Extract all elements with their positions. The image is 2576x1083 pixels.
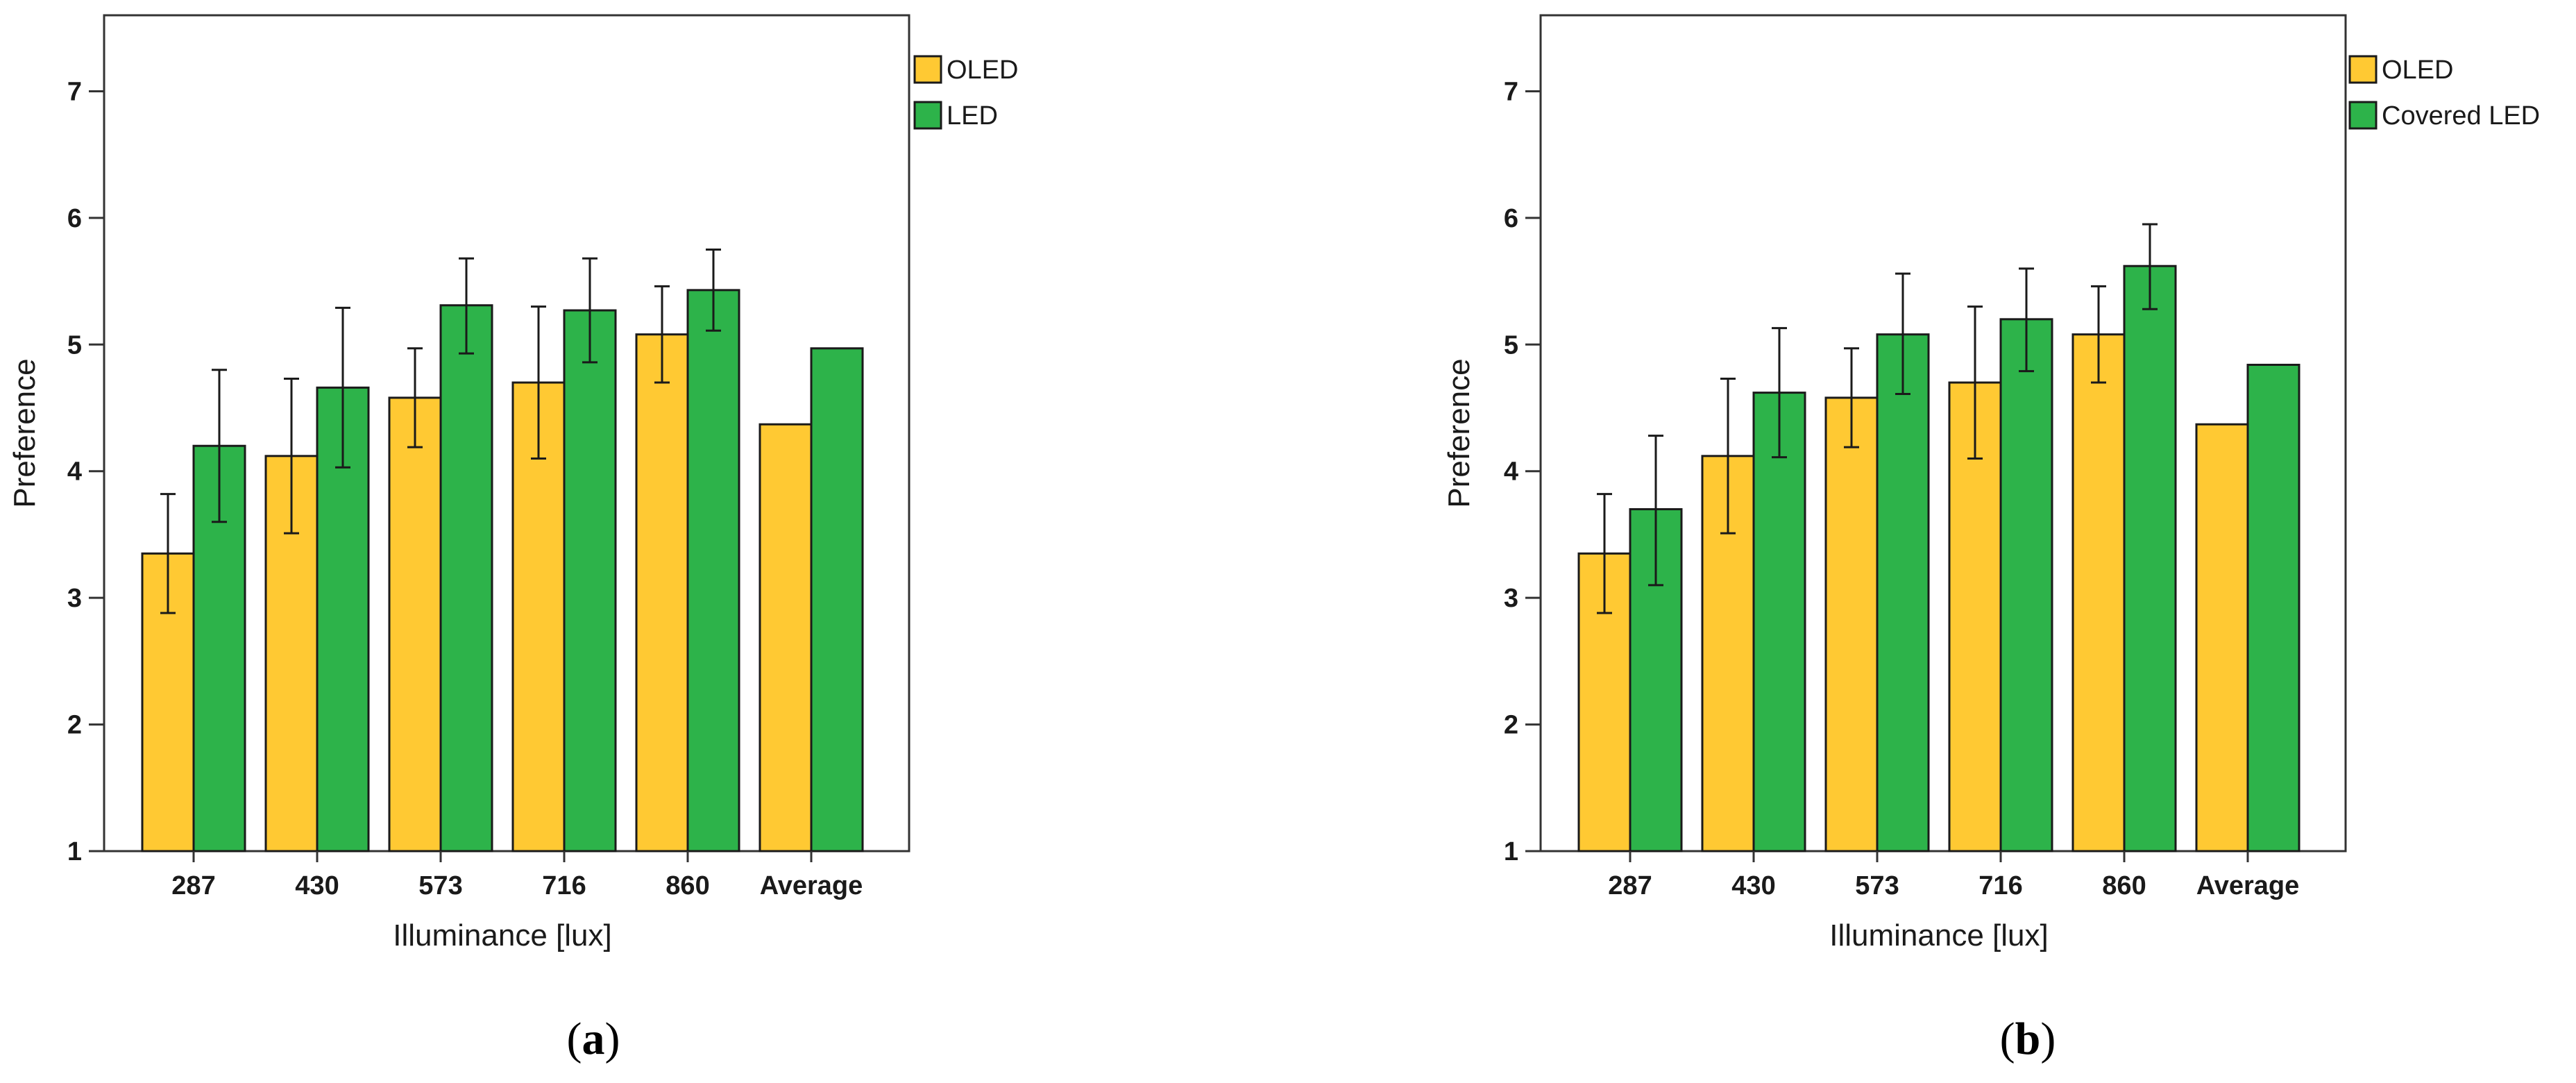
- error-bar: [2091, 285, 2106, 384]
- legend-label: OLED: [947, 56, 1018, 85]
- x-tick-label: 573: [418, 871, 462, 900]
- y-axis-title: Preference: [1442, 358, 1476, 507]
- bar-oled-860: [2071, 333, 2126, 853]
- y-tick-label: 3: [1504, 584, 1518, 613]
- y-tick-label: 6: [67, 204, 82, 233]
- x-tick-label: 287: [171, 871, 215, 900]
- error-bar: [160, 493, 176, 614]
- legend-swatch-led: [913, 101, 942, 130]
- bar-led-average: [810, 347, 864, 853]
- x-tick-label: 860: [666, 871, 709, 900]
- error-bar: [1648, 435, 1663, 587]
- panel-caption: (b): [2000, 1014, 2056, 1064]
- legend-swatch-oled: [2348, 55, 2378, 84]
- error-bar: [284, 378, 299, 535]
- y-tick-label: 3: [67, 584, 82, 613]
- legend-swatch-oled: [913, 55, 942, 84]
- legend-label: Covered LED: [2382, 101, 2540, 131]
- error-bar: [1844, 347, 1859, 448]
- bar-led-860: [686, 289, 740, 853]
- y-tick-label: 4: [1504, 457, 1518, 487]
- bar-oled-716: [1948, 381, 2002, 853]
- bar-oled-716: [511, 381, 566, 853]
- legend-swatch-covered-led: [2348, 101, 2378, 130]
- x-axis-title: Illuminance [lux]: [393, 918, 611, 952]
- bar-covered-led-average: [2246, 363, 2300, 853]
- x-tick-label: 716: [1978, 871, 2022, 900]
- y-tick-label: 6: [1504, 204, 1518, 233]
- x-tick-label: 860: [2102, 871, 2146, 900]
- x-tick-label: 573: [1855, 871, 1899, 900]
- x-tick-label: Average: [760, 871, 863, 900]
- error-bar: [2142, 223, 2158, 310]
- bar-oled-average: [2195, 423, 2249, 853]
- bar-led-716: [563, 309, 617, 853]
- y-tick-label: 4: [67, 457, 82, 487]
- error-bar: [1772, 327, 1787, 459]
- legend-label: LED: [947, 101, 998, 131]
- legend-label: OLED: [2382, 56, 2453, 85]
- error-bar: [1720, 378, 1736, 535]
- x-tick-label: 287: [1608, 871, 1652, 900]
- y-tick-label: 7: [67, 77, 82, 106]
- legend: OLED LED: [913, 55, 1018, 131]
- panel-b: 1 2 3 4 5 6 7 287 430 573 716 860 Average Preference I…: [1442, 14, 2540, 1064]
- bar-oled-573: [1824, 396, 1879, 853]
- bar-led-287: [192, 444, 246, 853]
- bar-led-573: [439, 304, 493, 853]
- bar-covered-led-573: [1876, 333, 1930, 853]
- error-bar: [459, 257, 474, 355]
- error-bar: [1967, 305, 1983, 460]
- error-bar: [531, 305, 546, 460]
- panel-caption-letter: b: [2015, 1014, 2041, 1064]
- bar-covered-led-860: [2123, 265, 2177, 853]
- x-tick-label: 430: [1731, 871, 1775, 900]
- y-tick-label: 1: [1504, 837, 1518, 866]
- error-bar: [335, 306, 350, 469]
- x-tick-label: 716: [542, 871, 586, 900]
- panel-caption: (a): [567, 1014, 620, 1064]
- y-tick-label: 5: [1504, 330, 1518, 360]
- y-tick-label: 2: [67, 711, 82, 740]
- error-bar: [1597, 493, 1612, 614]
- bar-oled-573: [388, 396, 442, 853]
- error-bar: [654, 285, 670, 384]
- y-axis-title: Preference: [8, 358, 42, 507]
- error-bar: [1895, 272, 1910, 395]
- y-tick-label: 5: [67, 330, 82, 360]
- legend: OLED Covered LED: [2348, 55, 2540, 131]
- bar-covered-led-716: [1999, 318, 2053, 853]
- x-axis-title: Illuminance [lux]: [1829, 918, 2048, 952]
- bar-oled-860: [635, 333, 689, 853]
- y-tick-label: 1: [67, 837, 82, 866]
- error-bar: [2019, 267, 2034, 373]
- x-tick-label: 430: [295, 871, 339, 900]
- error-bar: [407, 347, 423, 448]
- error-bar: [212, 369, 227, 523]
- bar-covered-led-430: [1752, 392, 1806, 853]
- bar-oled-average: [759, 423, 813, 853]
- error-bar: [582, 257, 598, 364]
- y-tick-label: 7: [1504, 77, 1518, 106]
- panel-caption-letter: a: [582, 1014, 605, 1064]
- error-bar: [706, 248, 721, 332]
- y-tick-label: 2: [1504, 711, 1518, 740]
- x-tick-label: Average: [2196, 871, 2300, 900]
- panel-a: 1 2 3 4 5 6 7 287 430 573 716 860 Average Preference I…: [8, 14, 1018, 1064]
